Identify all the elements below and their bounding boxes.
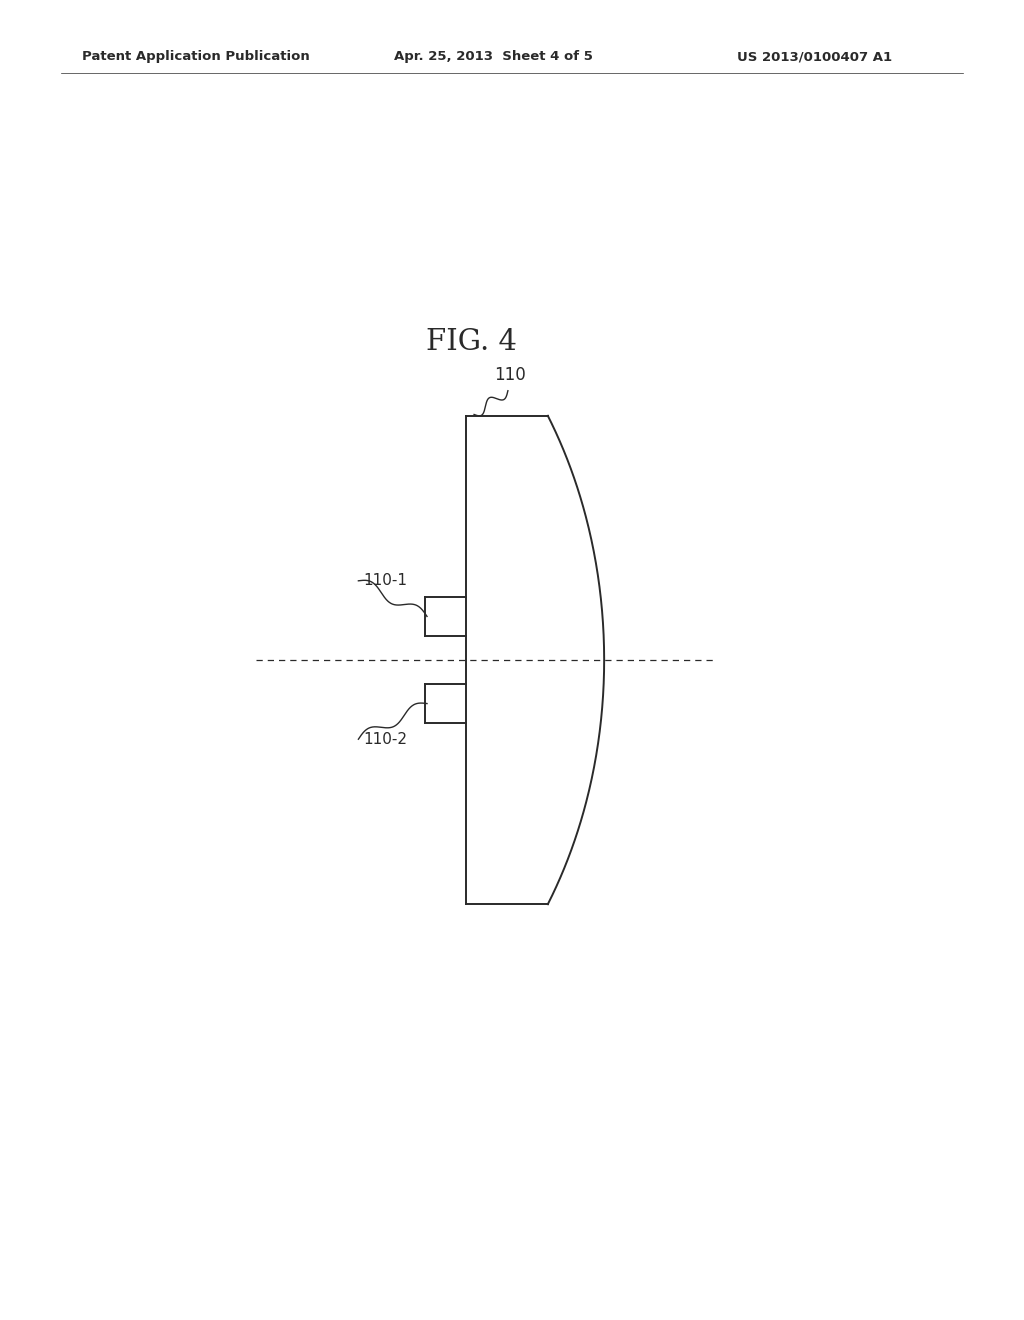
Text: Patent Application Publication: Patent Application Publication — [82, 50, 309, 63]
Text: Apr. 25, 2013  Sheet 4 of 5: Apr. 25, 2013 Sheet 4 of 5 — [394, 50, 593, 63]
Text: 110-2: 110-2 — [364, 731, 408, 747]
Text: 110-1: 110-1 — [364, 573, 408, 589]
Text: FIG. 4: FIG. 4 — [426, 329, 516, 356]
Text: 110: 110 — [494, 366, 526, 384]
Text: US 2013/0100407 A1: US 2013/0100407 A1 — [737, 50, 892, 63]
